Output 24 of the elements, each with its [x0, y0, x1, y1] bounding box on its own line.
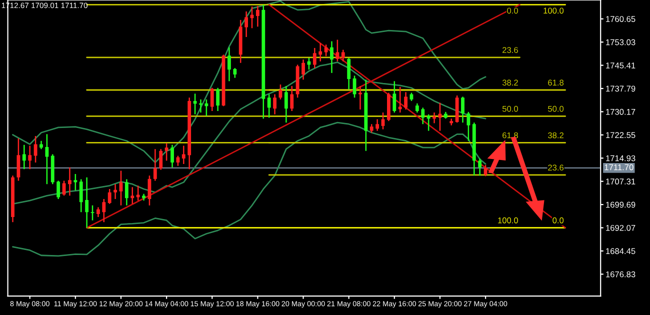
series-label: 61.8	[548, 80, 564, 86]
series-label: 38.2	[548, 132, 564, 138]
ref-line-label: 1711.70	[604, 164, 634, 170]
y-tick-label: 1692.07	[606, 224, 636, 231]
y-tick-label: 1676.83	[606, 271, 636, 278]
y-tick-label: 1707.31	[606, 178, 636, 184]
series-label: 50.0	[502, 106, 518, 112]
y-tick-label: 1730.17	[606, 108, 636, 115]
series-label: 0.0	[507, 8, 518, 14]
y-tick-label: 1714.93	[606, 155, 636, 162]
series-label: 38.2	[502, 80, 518, 86]
y-tick-label: 1699.69	[606, 202, 636, 208]
series-label: 23.6	[548, 164, 564, 171]
series-label: 100.0	[498, 217, 518, 224]
y-tick-label: 1753.03	[606, 39, 636, 46]
y-tick-label: 1684.45	[606, 248, 636, 254]
y-tick-label: 1722.55	[606, 132, 636, 138]
y-tick-label: 1745.41	[606, 62, 636, 68]
series-label: 23.6	[502, 47, 518, 53]
y-tick-label: 1760.65	[606, 16, 636, 22]
series-label: 100.0	[544, 8, 564, 14]
series-label: 0.0	[552, 217, 564, 224]
y-tick-label: 1737.79	[606, 86, 636, 92]
series-label: 50.0	[548, 106, 564, 112]
